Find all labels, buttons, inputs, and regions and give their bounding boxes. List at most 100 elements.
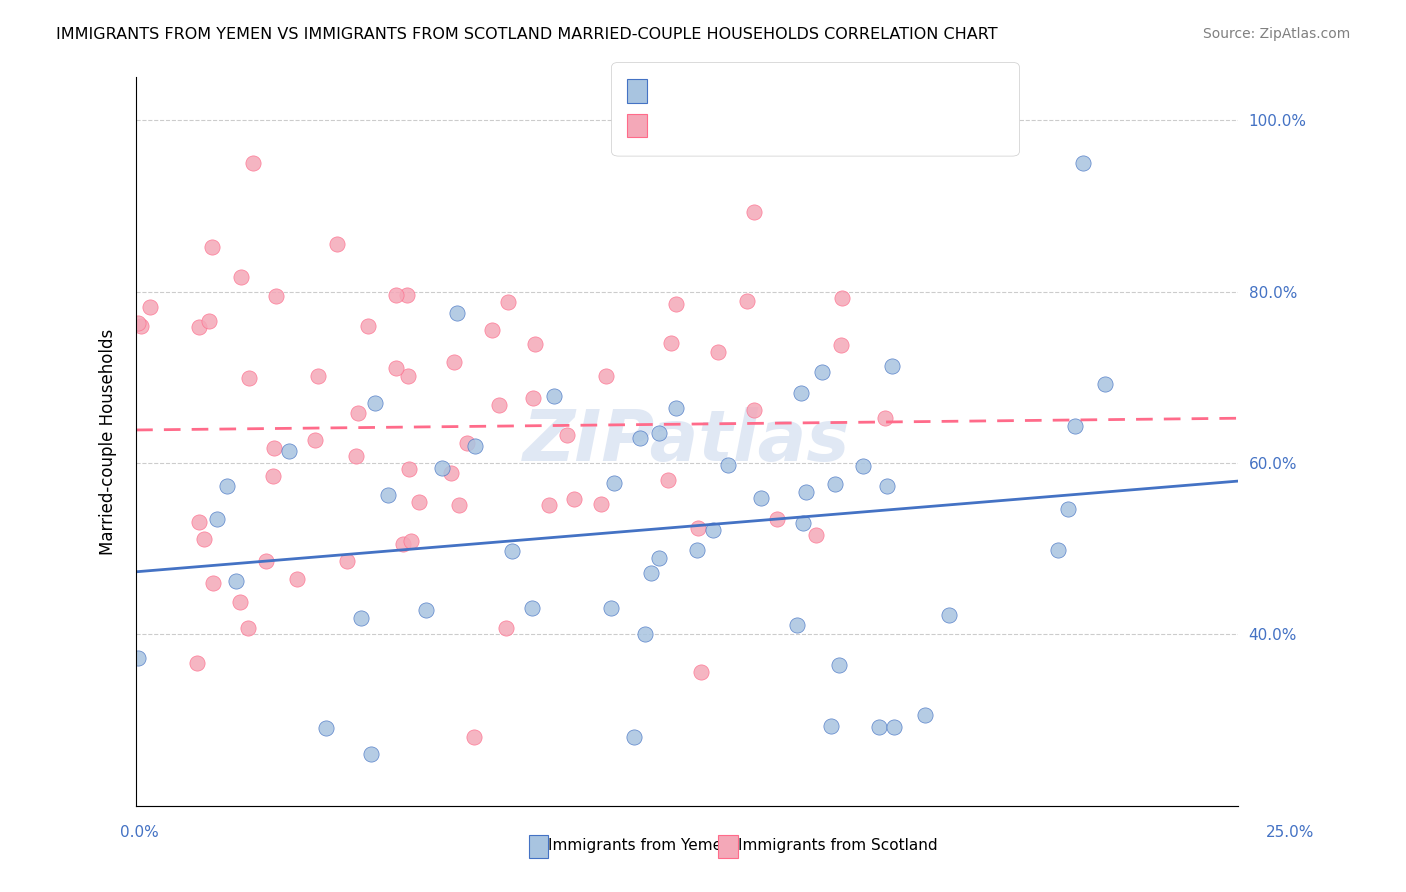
Point xyxy=(360,747,382,762)
Point xyxy=(254,554,277,568)
Text: Source: ZipAtlas.com: Source: ZipAtlas.com xyxy=(1202,27,1350,41)
Point xyxy=(304,434,326,448)
Point xyxy=(938,607,960,622)
Text: R = -0.044   N = 65: R = -0.044 N = 65 xyxy=(655,116,806,131)
Point xyxy=(794,485,817,500)
Point xyxy=(186,657,208,671)
Point xyxy=(686,542,709,557)
Point xyxy=(357,319,380,334)
Point xyxy=(786,618,808,632)
Point xyxy=(440,466,463,480)
Point xyxy=(873,411,896,425)
Point xyxy=(555,428,578,442)
Point xyxy=(811,365,834,379)
Point xyxy=(187,515,209,529)
Y-axis label: Married-couple Households: Married-couple Households xyxy=(100,328,117,555)
Point xyxy=(488,398,510,412)
Point xyxy=(131,318,153,333)
Point xyxy=(737,293,759,308)
Point xyxy=(364,396,387,410)
Point xyxy=(830,338,852,352)
Point xyxy=(344,449,367,463)
Point xyxy=(1064,418,1087,433)
Point xyxy=(628,431,651,445)
Point xyxy=(278,444,301,458)
Text: Immigrants from Scotland: Immigrants from Scotland xyxy=(738,838,938,853)
Point xyxy=(443,354,465,368)
Point xyxy=(868,720,890,734)
Point xyxy=(456,435,478,450)
Point xyxy=(385,287,408,301)
Point xyxy=(349,610,371,624)
Point xyxy=(1071,156,1094,170)
Point xyxy=(876,478,898,492)
Point xyxy=(589,497,612,511)
Point xyxy=(1047,543,1070,558)
Text: 25.0%: 25.0% xyxy=(1267,825,1315,840)
Point xyxy=(657,473,679,487)
Point xyxy=(883,720,905,734)
Point xyxy=(804,528,827,542)
Point xyxy=(716,458,738,473)
Point xyxy=(537,498,560,512)
Text: Immigrants from Yemen: Immigrants from Yemen xyxy=(548,838,733,853)
Point xyxy=(446,305,468,319)
Point xyxy=(398,462,420,476)
Point xyxy=(396,368,419,383)
Point xyxy=(495,622,517,636)
Point xyxy=(523,337,546,351)
Point xyxy=(648,551,671,566)
Point xyxy=(792,516,814,530)
Point xyxy=(520,600,543,615)
Point xyxy=(326,237,349,252)
Point xyxy=(562,491,585,506)
Point xyxy=(415,603,437,617)
Point xyxy=(690,665,713,680)
Point xyxy=(127,316,149,330)
Point xyxy=(225,574,247,588)
Text: IMMIGRANTS FROM YEMEN VS IMMIGRANTS FROM SCOTLAND MARRIED-COUPLE HOUSEHOLDS CORR: IMMIGRANTS FROM YEMEN VS IMMIGRANTS FROM… xyxy=(56,27,998,42)
Point xyxy=(1057,502,1080,516)
Point xyxy=(377,488,399,502)
Point xyxy=(335,554,357,568)
Point xyxy=(463,730,485,744)
Point xyxy=(702,524,724,538)
Point xyxy=(139,301,162,315)
Point xyxy=(603,475,626,490)
Point xyxy=(432,461,454,475)
Point xyxy=(766,512,789,526)
Point xyxy=(742,205,765,219)
Point xyxy=(831,291,853,305)
Point xyxy=(595,368,617,383)
Point xyxy=(262,469,284,483)
Point xyxy=(790,386,813,401)
Point xyxy=(285,572,308,586)
Point xyxy=(686,521,709,535)
Point xyxy=(266,289,288,303)
Point xyxy=(600,601,623,615)
Point xyxy=(623,730,645,744)
Point xyxy=(315,721,337,735)
Text: 0.0%: 0.0% xyxy=(120,825,159,840)
Point xyxy=(307,369,329,384)
Point xyxy=(392,537,415,551)
Point xyxy=(707,345,730,359)
Point xyxy=(742,403,765,417)
Text: ZIPatlas: ZIPatlas xyxy=(523,407,851,476)
Point xyxy=(640,566,662,581)
Point xyxy=(914,708,936,723)
Point xyxy=(229,269,252,284)
Point xyxy=(481,323,503,337)
Point xyxy=(202,575,225,590)
Point xyxy=(449,498,471,512)
Point xyxy=(543,389,565,403)
Point xyxy=(215,479,238,493)
Point xyxy=(824,476,846,491)
Point xyxy=(396,288,419,302)
Point xyxy=(193,533,215,547)
Point xyxy=(238,371,260,385)
Point xyxy=(634,627,657,641)
Point xyxy=(242,156,264,170)
Point xyxy=(880,359,903,374)
Point xyxy=(385,361,408,376)
